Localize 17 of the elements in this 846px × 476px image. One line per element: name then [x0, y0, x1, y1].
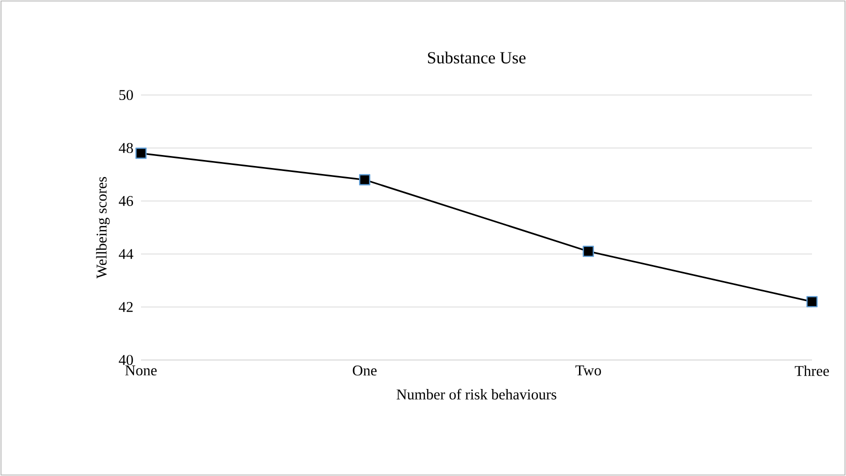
y-tick-label: 40	[118, 354, 133, 366]
x-tick-label: One	[352, 366, 377, 376]
y-tick-label: 50	[119, 90, 133, 100]
point	[582, 246, 594, 257]
chart-title: Substance Use	[428, 52, 526, 64]
point	[135, 148, 147, 159]
x-tick-label: Two	[575, 366, 601, 376]
point	[359, 174, 370, 186]
y-tick-label: 42	[118, 302, 133, 312]
x-tick-label: None	[125, 366, 157, 376]
y-tick-label: 48	[118, 142, 133, 154]
y-tick-label: 46	[118, 196, 134, 206]
x-tick-label: Three	[794, 366, 829, 376]
point	[806, 296, 818, 308]
y-tick-label: 44	[118, 249, 134, 259]
x-axis-title: Number of risk behaviours	[396, 388, 556, 400]
y-axis-title: Wellbeing scores	[96, 176, 110, 279]
